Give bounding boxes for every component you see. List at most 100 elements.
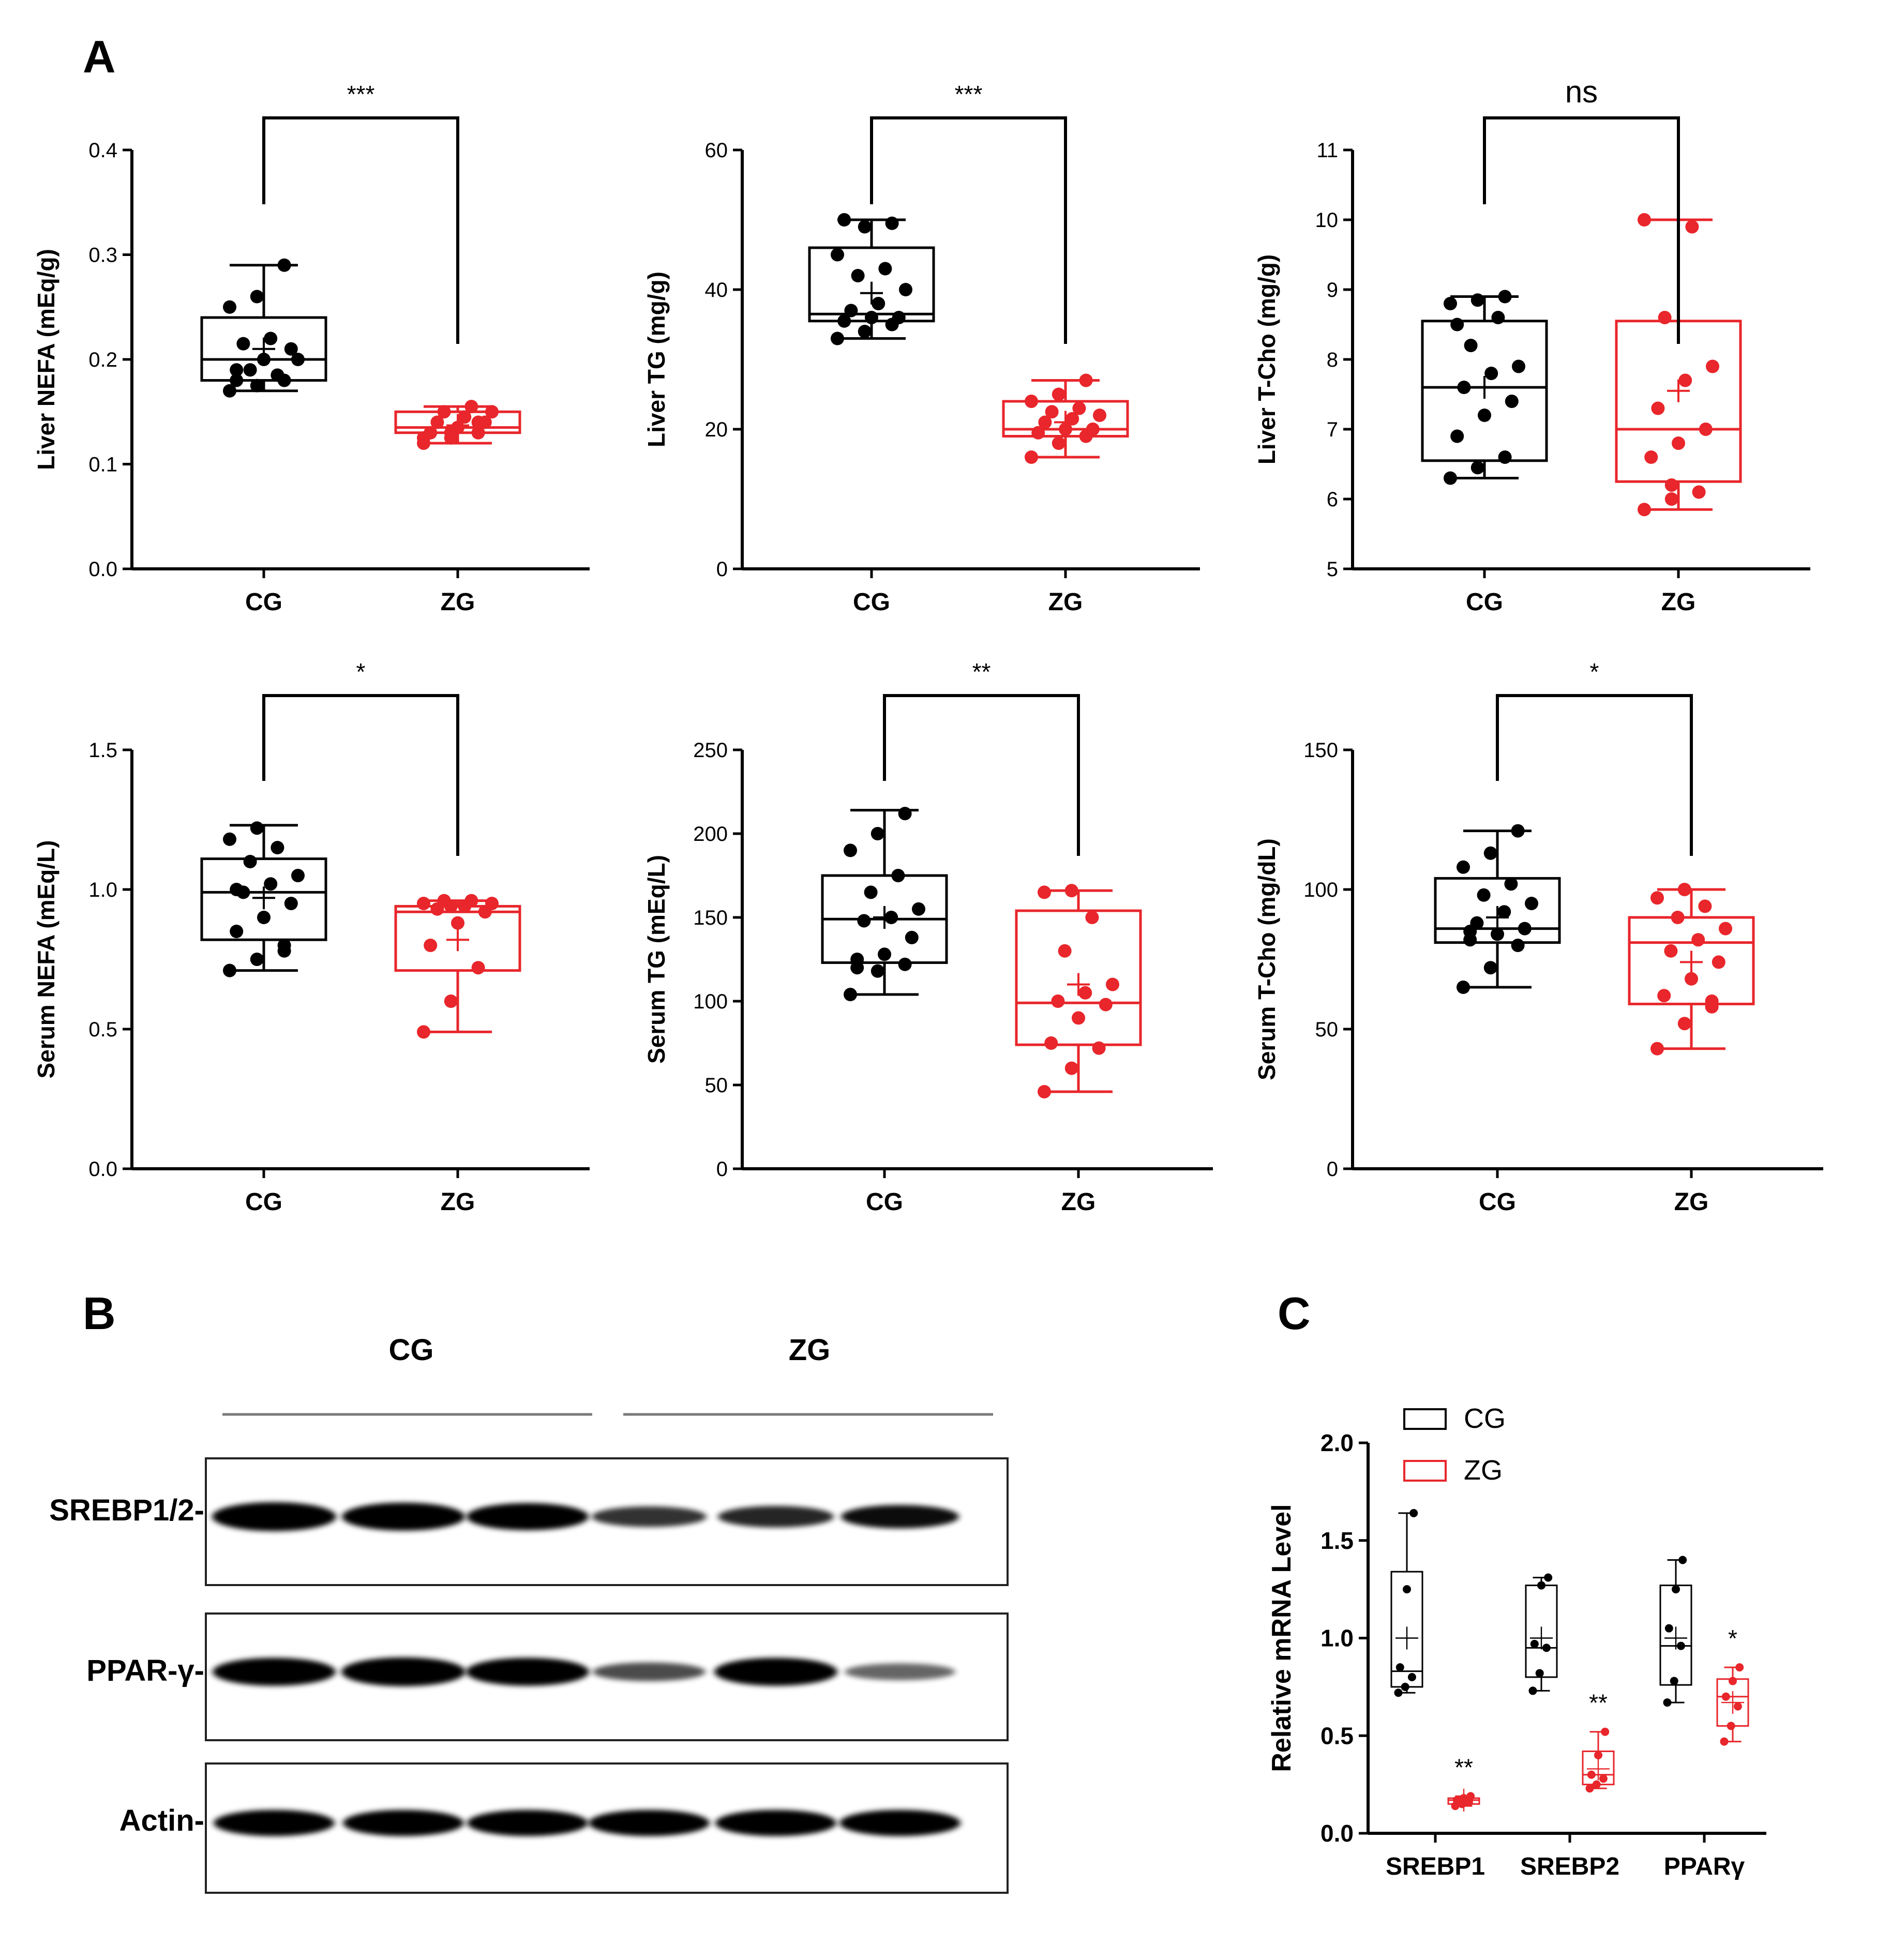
box-cg-point: [865, 311, 878, 324]
y-tick-label: 0.1: [88, 454, 117, 476]
y-axis-label: Liver TG (mg/g): [643, 272, 670, 447]
box-zg-point: [1672, 436, 1685, 450]
legend-swatch-cg: [1403, 1408, 1447, 1430]
box-cg-point: [844, 988, 857, 1002]
significance-bracket: *: [262, 658, 459, 856]
box-cg-point: [1498, 450, 1512, 464]
box-cg-point: [1464, 339, 1478, 352]
box-zg-point: [1678, 373, 1692, 387]
mrna-box-zg-point: [1599, 1774, 1608, 1783]
box-cg-point: [872, 297, 886, 310]
box-zg-point: [471, 415, 485, 429]
box-zg-point: [1025, 395, 1038, 408]
box-zg-point: [471, 426, 485, 440]
box-zg-point: [1072, 401, 1086, 415]
box-cg-point: [850, 961, 864, 975]
chart-mrna: 0.0 0.5 1.0 1.5 2.0 Relative mRNA Level SREBP1…: [1267, 1403, 1766, 1880]
box-zg-box: [394, 904, 521, 972]
box-zg-point: [1706, 359, 1719, 373]
box-cg-point: [291, 353, 305, 366]
box-cg-point: [1483, 961, 1497, 975]
significance-bracket: ***: [870, 81, 1067, 344]
box-zg-point: [471, 961, 485, 975]
box-zg-point: [1052, 387, 1065, 401]
chart-serum-nefa: 0.0 0.5 1.0 1.5 Serum NEFA (mEq/L) CG ZG *: [33, 658, 590, 1216]
box-zg-box: [1015, 909, 1142, 1046]
box-cg-point: [277, 944, 291, 958]
mrna-box-cg-point: [1672, 1585, 1680, 1594]
blot-band: [592, 1506, 707, 1527]
box-zg-point: [1650, 891, 1664, 905]
y-tick-label: 150: [1303, 739, 1338, 762]
box-cg-point: [864, 885, 878, 899]
box-cg-point: [1497, 905, 1511, 919]
blot-row-label-srebp: SREBP1/2-: [49, 1494, 204, 1527]
box-cg-point: [844, 843, 857, 857]
box-cg-box: [200, 857, 327, 941]
box-zg-point: [1644, 450, 1658, 464]
box-cg-point: [899, 283, 912, 296]
significance-label: ns: [1565, 74, 1598, 109]
box-zg-point: [1638, 503, 1651, 517]
mrna-box-cg-point: [1670, 1677, 1678, 1685]
box-cg-point: [250, 379, 264, 393]
y-tick-label: 0.5: [1320, 1722, 1354, 1749]
box-cg-point: [1511, 824, 1525, 838]
box-cg-point: [243, 855, 257, 868]
mrna-box-zg-point: [1585, 1784, 1594, 1793]
box-zg-point: [1093, 409, 1106, 422]
mrna-box-cg-point: [1530, 1639, 1539, 1648]
box-cg-point: [912, 902, 925, 916]
bracket-line: [1496, 694, 1693, 856]
box-zg-point: [1106, 977, 1119, 991]
box-zg-box: [1628, 916, 1755, 1005]
box-zg-point: [1685, 220, 1699, 234]
box-cg-point: [857, 914, 871, 928]
box-zg-point: [464, 400, 478, 414]
box-zg-point: [1072, 1011, 1085, 1025]
box-zg-point: [430, 415, 444, 429]
significance-bracket: ns: [1483, 74, 1680, 344]
mrna-box-cg-point: [1678, 1556, 1687, 1564]
chart-serum-tcho: 0 50 100 150 Serum T-Cho (mg/dL) CG ZG *: [1253, 658, 1823, 1216]
mrna-box-cg-point: [1394, 1688, 1403, 1697]
box-zg-point: [485, 405, 499, 419]
box-cg-point: [236, 337, 250, 351]
box-zg-point: [1651, 401, 1665, 415]
box-zg-point: [1677, 1017, 1691, 1031]
box-zg-point: [1025, 450, 1038, 464]
mrna-box-cg-point: [1403, 1585, 1411, 1594]
box-cg-point: [1470, 293, 1484, 307]
box-zg-point: [1650, 1042, 1664, 1056]
box-zg-point: [1685, 972, 1698, 986]
box-cg-point: [257, 353, 271, 366]
mrna-box-cg-point: [1395, 1663, 1404, 1672]
box-zg-point: [1692, 485, 1706, 499]
bracket-line: [262, 694, 459, 856]
box-cg-point: [264, 331, 278, 345]
x-category-label: ZG: [1674, 1188, 1709, 1216]
y-tick-label: 11: [1316, 139, 1338, 162]
box-cg-point: [250, 953, 264, 966]
y-tick-label: 0: [716, 1158, 728, 1181]
box-zg-point: [1658, 311, 1672, 324]
box-cg-box: [1434, 877, 1561, 944]
box-cg-point: [1444, 471, 1457, 485]
box-cg-point: [1444, 297, 1457, 310]
blot-row-label-actin: Actin-: [119, 1804, 204, 1837]
box-zg-point: [417, 431, 430, 445]
box-cg-point: [851, 269, 865, 282]
x-category-label: ZG: [1061, 1188, 1096, 1216]
box-zg-point: [1045, 405, 1059, 419]
box-zg-point: [1664, 944, 1678, 958]
box-cg-point: [871, 964, 884, 978]
box-zg-point: [1078, 986, 1092, 1000]
blot-band: [341, 1657, 466, 1686]
box-cg-point: [271, 841, 284, 854]
x-category-label: SREBP1: [1386, 1853, 1485, 1880]
box-zg-point: [1691, 933, 1705, 947]
significance-label: **: [1454, 1754, 1473, 1781]
y-tick-label: 2.0: [1320, 1429, 1354, 1456]
box-zg-point: [1079, 373, 1093, 387]
